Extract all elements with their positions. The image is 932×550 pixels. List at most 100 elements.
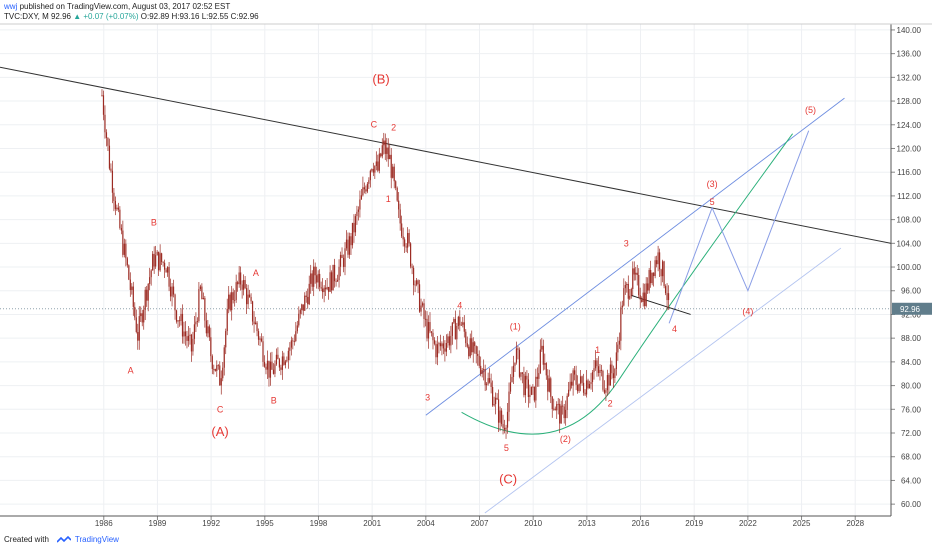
candle-body <box>639 295 641 300</box>
x-tick-label: 2007 <box>471 519 489 528</box>
candle-body <box>117 207 119 210</box>
candle-body <box>486 383 488 386</box>
candle-body <box>659 252 661 270</box>
channel-upper-line[interactable] <box>425 97 845 416</box>
x-tick-label: 1998 <box>310 519 328 528</box>
y-tick-label: 64.00 <box>901 476 922 485</box>
candle-body <box>251 301 254 322</box>
chart-header: wwj published on TradingView.com, August… <box>4 2 259 22</box>
candle-body <box>159 253 161 271</box>
candle-body <box>647 283 649 291</box>
candle-body <box>556 404 558 411</box>
candle-body <box>536 376 538 379</box>
wave-projection-path[interactable] <box>668 130 810 324</box>
long-term-trendline[interactable] <box>0 66 892 244</box>
y-tick-label: 136.00 <box>897 50 922 59</box>
candle-body <box>548 378 550 392</box>
candle-body <box>313 266 315 287</box>
candle-body <box>623 288 625 306</box>
candle-body <box>541 345 543 350</box>
candle-body <box>427 322 430 339</box>
candle-body <box>248 294 251 297</box>
candle-body <box>192 338 194 352</box>
candle-body <box>469 338 471 357</box>
candle-body <box>410 243 412 267</box>
candle-body <box>466 343 468 347</box>
candle-body <box>114 200 117 210</box>
candle-body <box>606 375 609 391</box>
candle-body <box>143 309 145 323</box>
wave-label: 3 <box>425 392 430 402</box>
candle-body <box>244 280 246 289</box>
candle-body <box>404 239 406 247</box>
candle-body <box>508 391 510 412</box>
candle-body <box>497 399 500 423</box>
candle-body <box>193 324 196 339</box>
candle-body <box>657 252 659 265</box>
candle-body <box>582 382 585 393</box>
candle-body <box>569 381 571 390</box>
candle-body <box>560 405 562 424</box>
candle-body <box>557 403 559 405</box>
x-tick-label: 2019 <box>685 519 703 528</box>
x-tick-label: 1992 <box>202 519 220 528</box>
candle-body <box>177 320 179 322</box>
candle-body <box>325 287 327 290</box>
candle-body <box>656 260 658 265</box>
candle-body <box>171 286 173 297</box>
candle-body <box>512 365 515 377</box>
candle-body <box>195 321 197 325</box>
candle-body <box>238 272 240 285</box>
candle-body <box>597 366 600 374</box>
parabolic-curve[interactable] <box>461 133 794 435</box>
candle-body <box>415 280 418 285</box>
wave-label: (B) <box>372 71 389 86</box>
candle-body <box>237 282 239 285</box>
tradingview-logo-icon <box>56 536 71 543</box>
wave-label: 1 <box>595 345 600 355</box>
candle-body <box>350 236 352 246</box>
wave-label: C <box>217 404 224 414</box>
candle-body <box>186 336 188 341</box>
candle-body <box>441 343 443 347</box>
candle-body <box>138 316 140 341</box>
candle-body <box>219 365 221 386</box>
candle-body <box>596 360 598 367</box>
candle-body <box>214 368 216 372</box>
candle-body <box>545 363 547 376</box>
candle-body <box>125 243 127 259</box>
y-tick-label: 128.00 <box>897 97 922 106</box>
candle-body <box>246 288 248 305</box>
candle-body <box>166 267 169 273</box>
channel-lower-line[interactable] <box>484 247 842 514</box>
candle-body <box>274 364 276 374</box>
candle-body <box>544 363 546 365</box>
candle-body <box>444 348 446 352</box>
candle-body <box>216 365 218 372</box>
x-tick-label: 2025 <box>793 519 811 528</box>
author-link[interactable]: wwj <box>4 2 18 11</box>
wave-label: (A) <box>211 424 228 439</box>
candle-body <box>392 166 394 178</box>
candle-body <box>539 349 541 374</box>
tradingview-brand[interactable]: TradingView <box>74 535 119 544</box>
candle-body <box>253 321 255 325</box>
wave-label: 1 <box>386 194 391 204</box>
candle-body <box>146 289 148 301</box>
candle-body <box>320 287 322 289</box>
candle-body <box>107 137 109 146</box>
candle-body <box>420 305 422 312</box>
candle-body <box>383 140 385 146</box>
candle-body <box>632 268 634 289</box>
candle-body <box>644 292 646 307</box>
candle-body <box>222 367 224 379</box>
candle-body <box>453 319 455 323</box>
x-tick-label: 2016 <box>632 519 650 528</box>
candle-body <box>184 331 187 337</box>
candle-body <box>426 318 428 339</box>
candle-body <box>168 267 170 287</box>
candle-body <box>503 427 506 430</box>
candle-body <box>624 285 626 289</box>
candle-body <box>101 95 103 96</box>
